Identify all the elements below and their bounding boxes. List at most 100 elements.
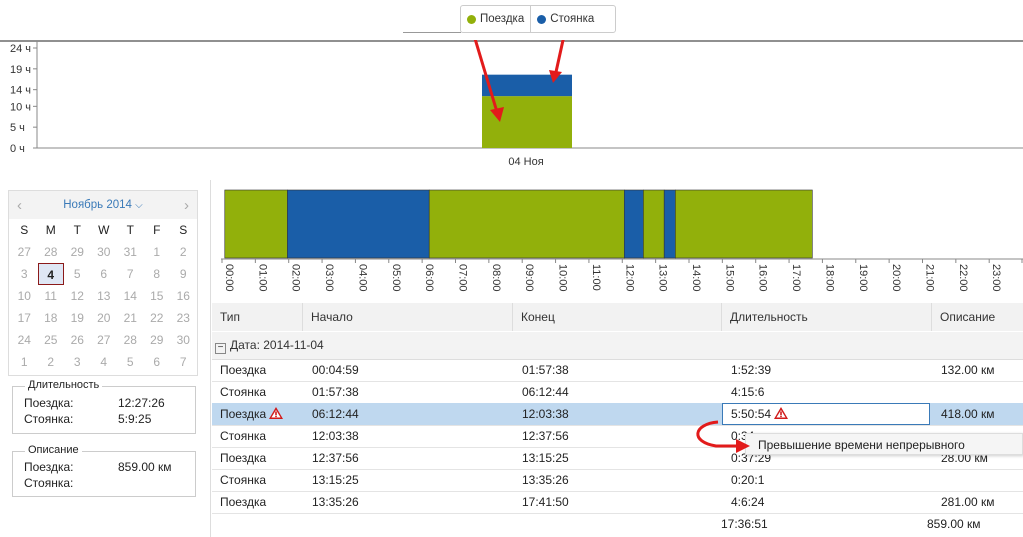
calendar-day[interactable]: 15 bbox=[150, 289, 164, 303]
legend-label-trip: Поездка bbox=[480, 13, 525, 25]
column-header-start[interactable]: Начало bbox=[303, 303, 513, 331]
timeline-segment-trip[interactable] bbox=[428, 189, 625, 259]
calendar-day[interactable]: 21 bbox=[123, 311, 137, 325]
cell-desc-text: 132.00 км bbox=[941, 363, 995, 377]
calendar-day[interactable]: 28 bbox=[44, 245, 58, 259]
calendar-day[interactable]: 30 bbox=[97, 245, 111, 259]
weekday-label: S bbox=[179, 223, 188, 237]
calendar-day[interactable]: 6 bbox=[100, 267, 108, 281]
calendar-day[interactable]: 18 bbox=[44, 311, 58, 325]
cell-end-text: 12:37:56 bbox=[522, 429, 569, 443]
cell-type-text: Стоянка bbox=[220, 385, 267, 399]
cell-end-text: 13:15:25 bbox=[522, 451, 569, 465]
calendar-day[interactable]: 31 bbox=[123, 245, 137, 259]
calendar-day[interactable]: 6 bbox=[153, 355, 161, 369]
legend-item-parking[interactable]: Стоянка bbox=[530, 6, 600, 32]
x-tick-label: 21:00 bbox=[923, 264, 935, 292]
cell-start-text: 00:04:59 bbox=[312, 363, 359, 377]
x-tick-label: 20:00 bbox=[890, 264, 902, 292]
annotation-arrow-trip bbox=[473, 40, 499, 113]
prev-month-arrow-icon[interactable]: ‹ bbox=[17, 196, 22, 214]
calendar-day[interactable]: 30 bbox=[176, 333, 190, 347]
calendar-day[interactable]: 9 bbox=[179, 267, 187, 281]
calendar-day[interactable]: 1 bbox=[20, 355, 28, 369]
y-tick-label: 24 ч bbox=[10, 43, 31, 55]
calendar-day[interactable]: 29 bbox=[70, 245, 84, 259]
column-header-duration[interactable]: Длительность bbox=[722, 303, 932, 331]
calendar-day[interactable]: 13 bbox=[97, 289, 111, 303]
timeline-segment-trip[interactable] bbox=[675, 189, 813, 259]
calendar-day[interactable]: 4 bbox=[100, 355, 108, 369]
table-row[interactable]: Стоянка 12:03:38 12:37:56 0:34 bbox=[212, 425, 1023, 448]
calendar-day[interactable]: 3 bbox=[73, 355, 81, 369]
calendar-day[interactable]: 8 bbox=[153, 267, 161, 281]
calendar-day[interactable]: 28 bbox=[123, 333, 137, 347]
calendar-day[interactable]: 17 bbox=[17, 311, 31, 325]
cell-duration-text: 5:50:54 bbox=[731, 407, 772, 421]
cell-type: Стоянка bbox=[220, 381, 266, 403]
cell-duration[interactable]: 5:50:54 bbox=[722, 403, 930, 425]
calendar-day[interactable]: 23 bbox=[176, 311, 190, 325]
x-tick-label: 16:00 bbox=[757, 264, 769, 292]
x-tick-label: 12:00 bbox=[623, 264, 635, 292]
calendar-day[interactable]: 16 bbox=[176, 289, 190, 303]
collapse-icon[interactable]: − bbox=[215, 343, 226, 354]
total-duration: 17:36:51 bbox=[721, 517, 768, 531]
calendar-day[interactable]: 10 bbox=[17, 289, 31, 303]
cell-desc: 281.00 км bbox=[941, 491, 995, 513]
table-row[interactable]: Поездка 13:35:26 17:41:50 4:6:24 281.00 км bbox=[212, 491, 1023, 514]
calendar-day[interactable]: 29 bbox=[150, 333, 164, 347]
calendar-day[interactable]: 19 bbox=[70, 311, 84, 325]
column-header-end[interactable]: Конец bbox=[513, 303, 722, 331]
calendar-day[interactable]: 2 bbox=[47, 355, 55, 369]
bar-segment-trip[interactable] bbox=[482, 96, 572, 148]
calendar-day[interactable]: 14 bbox=[123, 289, 137, 303]
cell-end: 01:57:38 bbox=[522, 359, 569, 381]
annotation-arrow-parking bbox=[554, 40, 565, 73]
calendar-day-selected[interactable]: 4 bbox=[37, 263, 64, 285]
calendar-day[interactable]: 26 bbox=[70, 333, 84, 347]
calendar-day[interactable]: 7 bbox=[179, 355, 187, 369]
calendar-day[interactable]: 5 bbox=[73, 267, 81, 281]
table-row[interactable]: Стоянка 01:57:38 06:12:44 4:15:6 bbox=[212, 381, 1023, 404]
x-tick-label: 09:00 bbox=[523, 264, 535, 292]
table-row[interactable]: Поездка 00:04:59 01:57:38 1:52:39 132.00 км bbox=[212, 359, 1023, 382]
x-tick-label: 22:00 bbox=[957, 264, 969, 292]
cell-start-text: 01:57:38 bbox=[312, 385, 359, 399]
table-row[interactable]: Стоянка 13:15:25 13:35:26 0:20:1 bbox=[212, 469, 1023, 492]
table-row[interactable]: Поездка 06:12:44 12:03:38 5:50:54 418.00 км bbox=[212, 403, 1023, 426]
calendar-day[interactable]: 25 bbox=[44, 333, 58, 347]
calendar-day[interactable]: 7 bbox=[126, 267, 134, 281]
calendar-day[interactable]: 2 bbox=[179, 245, 187, 259]
cell-start: 12:03:38 bbox=[312, 425, 359, 447]
timeline-segment-trip[interactable] bbox=[224, 189, 288, 259]
timeline-segment-parking[interactable] bbox=[623, 189, 644, 259]
calendar-day[interactable]: 27 bbox=[97, 333, 111, 347]
calendar-day[interactable]: 22 bbox=[150, 311, 164, 325]
y-tick-label: 14 ч bbox=[10, 85, 31, 97]
column-header-description[interactable]: Описание bbox=[932, 303, 1023, 331]
calendar-day[interactable]: 12 bbox=[70, 289, 84, 303]
calendar-day[interactable]: 20 bbox=[97, 311, 111, 325]
calendar-day[interactable]: 24 bbox=[17, 333, 31, 347]
bar-segment-parking[interactable] bbox=[482, 74, 572, 97]
cell-start: 13:15:25 bbox=[312, 469, 359, 491]
description-summary-title: Описание bbox=[25, 444, 82, 456]
x-tick-label: 07:00 bbox=[456, 264, 468, 292]
month-selector[interactable]: Ноябрь 2014 ⌵ bbox=[63, 199, 142, 211]
timeline-chart: 00:00 01:00 02:00 03:00 04:00 05:00 06:00 07:00… bbox=[221, 189, 1023, 292]
timeline-segment-parking[interactable] bbox=[663, 189, 676, 259]
calendar-day[interactable]: 27 bbox=[17, 245, 31, 259]
column-header-type[interactable]: Тип bbox=[212, 303, 303, 331]
legend-item-trip[interactable]: Поездка bbox=[461, 6, 530, 32]
calendar-day[interactable]: 5 bbox=[126, 355, 134, 369]
cell-desc-text: 418.00 км bbox=[941, 407, 995, 421]
timeline-segment-parking[interactable] bbox=[287, 189, 430, 259]
cell-start: 12:37:56 bbox=[312, 447, 359, 469]
calendar-day[interactable]: 1 bbox=[153, 245, 161, 259]
group-row[interactable]: − Дата: 2014-11-04 bbox=[212, 332, 1023, 360]
timeline-segment-trip[interactable] bbox=[643, 189, 665, 259]
next-month-arrow-icon[interactable]: › bbox=[183, 196, 189, 214]
calendar-day[interactable]: 3 bbox=[20, 267, 28, 281]
calendar-day[interactable]: 11 bbox=[44, 289, 57, 303]
